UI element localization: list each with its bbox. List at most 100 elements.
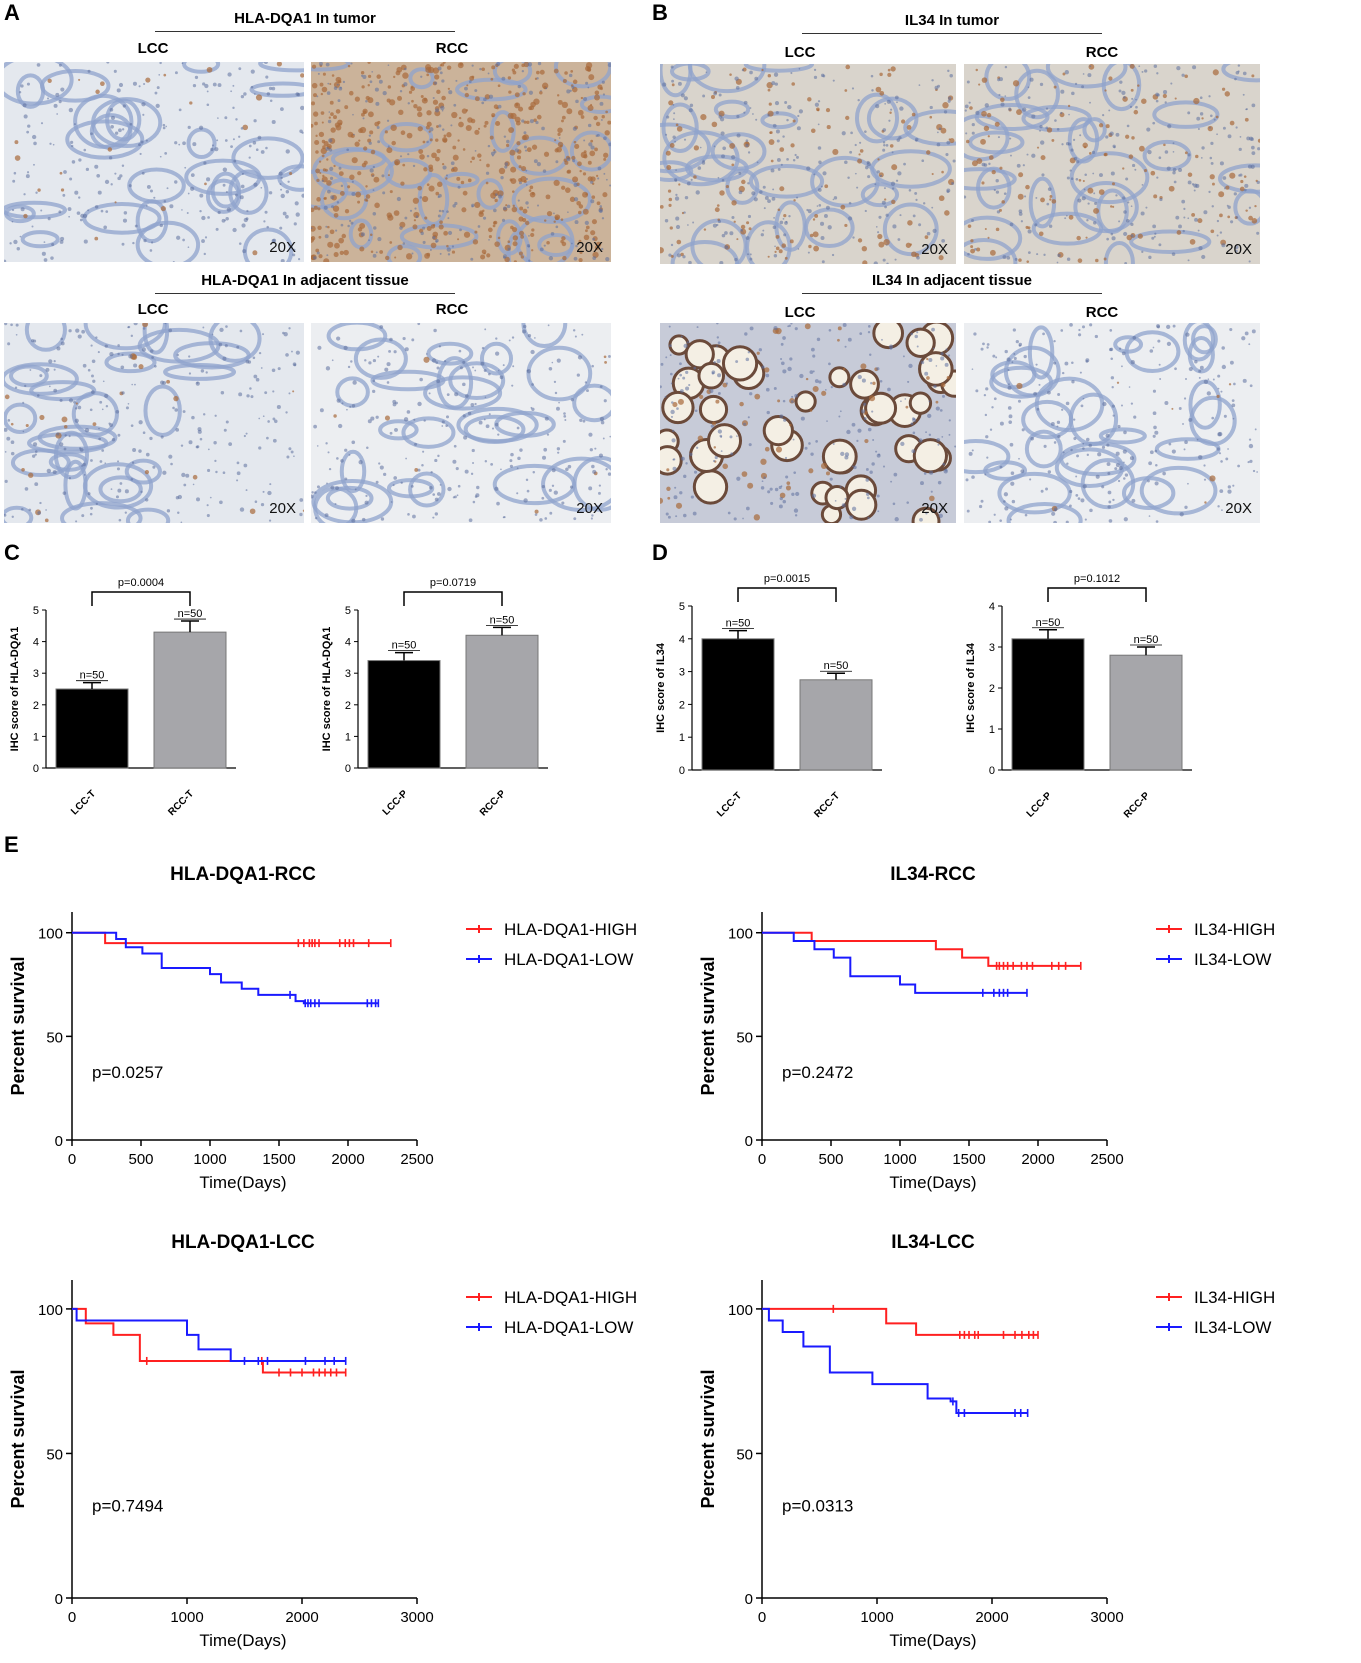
nucleus-dot: [564, 418, 567, 421]
nucleus-dot: [450, 124, 453, 127]
stain-dot: [1093, 207, 1100, 214]
stain-dot: [507, 240, 511, 244]
nucleus-dot: [1140, 211, 1145, 216]
nucleus-dot: [777, 168, 781, 171]
nucleus-dot: [325, 62, 330, 67]
nucleus-dot: [1085, 359, 1089, 363]
nucleus-dot: [325, 225, 328, 228]
stain-dot: [489, 135, 494, 140]
nucleus-dot: [784, 456, 788, 460]
nucleus-dot: [243, 92, 247, 96]
nucleus-dot: [85, 167, 90, 172]
nucleus-dot: [177, 511, 180, 515]
nucleus-dot: [1131, 498, 1136, 503]
nucleus-dot: [1203, 210, 1208, 215]
nucleus-dot: [1244, 183, 1249, 188]
stain-dot: [460, 180, 465, 185]
stain-dot: [775, 235, 780, 239]
nucleus-dot: [796, 196, 799, 199]
nucleus-dot: [1242, 71, 1247, 76]
gland-shape: [870, 149, 952, 189]
nucleus-dot: [1018, 457, 1020, 460]
nucleus-dot: [683, 211, 686, 214]
nucleus-dot: [607, 472, 611, 476]
stain-dot: [768, 102, 772, 106]
stain-dot: [591, 219, 597, 225]
category-label: LCC-T: [715, 790, 744, 819]
nucleus-dot: [833, 196, 838, 200]
nucleus-dot: [217, 210, 221, 215]
stain-dot: [418, 149, 424, 154]
gland-shape: [135, 199, 169, 244]
stain-dot: [512, 235, 519, 241]
nucleus-dot: [534, 513, 538, 516]
nucleus-dot: [434, 512, 439, 516]
nucleus-dot: [709, 388, 714, 394]
nucleus-dot: [1079, 371, 1082, 374]
stain-dot: [596, 174, 599, 178]
nucleus-dot: [432, 96, 435, 100]
stain-dot: [533, 118, 537, 122]
nucleus-dot: [1081, 85, 1085, 89]
gland-shape: [1014, 68, 1060, 120]
nucleus-dot: [566, 157, 571, 162]
stain-dot: [318, 254, 323, 259]
nucleus-dot: [760, 486, 765, 490]
stain-dot: [417, 111, 423, 118]
stain-dot: [370, 250, 374, 254]
nucleus-dot: [238, 392, 243, 397]
stain-dot: [420, 95, 424, 99]
stain-dot: [764, 367, 770, 373]
nucleus-dot: [800, 416, 805, 421]
nucleus-dot: [814, 102, 820, 107]
nucleus-dot: [187, 125, 191, 129]
nucleus-dot: [1070, 177, 1074, 181]
x-tick-label: 2000: [1021, 1151, 1054, 1168]
nucleus-dot: [790, 71, 793, 75]
nucleus-dot: [823, 214, 828, 218]
nucleus-dot: [285, 214, 289, 219]
gland-shape: [860, 182, 900, 208]
stain-dot: [417, 126, 423, 132]
nucleus-dot: [1234, 77, 1237, 81]
nucleus-dot: [1216, 234, 1219, 237]
gland-shape: [98, 475, 143, 504]
nucleus-dot: [565, 467, 569, 472]
nucleus-dot: [1199, 365, 1204, 370]
stain-dot: [339, 190, 345, 196]
nucleus-dot: [370, 416, 375, 421]
nucleus-dot: [670, 65, 674, 69]
nucleus-dot: [411, 338, 415, 342]
nucleus-dot: [1235, 70, 1240, 75]
nucleus-dot: [1007, 385, 1012, 390]
nucleus-dot: [908, 363, 913, 369]
nucleus-dot: [904, 398, 907, 400]
nucleus-dot: [123, 211, 128, 215]
gland-shape: [918, 351, 954, 387]
nucleus-dot: [847, 176, 850, 179]
nucleus-dot: [936, 131, 939, 134]
nucleus-dot: [516, 492, 519, 495]
gland-shape: [4, 204, 36, 224]
stain-dot: [386, 147, 393, 154]
x-tick-label: 3000: [400, 1609, 433, 1626]
nucleus-dot: [553, 380, 557, 383]
nucleus-dot: [530, 406, 533, 409]
stain-dot: [770, 159, 774, 163]
nucleus-dot: [4, 513, 7, 517]
stain-dot: [1225, 185, 1230, 190]
p-value-label: p=0.0004: [118, 577, 164, 589]
nucleus-dot: [1257, 147, 1260, 151]
nucleus-dot: [1153, 425, 1157, 430]
y-tick-label: 1: [33, 731, 39, 743]
nucleus-dot: [762, 185, 766, 189]
nucleus-dot: [253, 374, 258, 379]
nucleus-dot: [352, 380, 357, 385]
nucleus-dot: [206, 177, 211, 182]
nucleus-dot: [1027, 86, 1030, 89]
stain-dot: [809, 233, 814, 238]
nucleus-dot: [672, 466, 677, 471]
nucleus-dot: [197, 429, 202, 434]
nucleus-dot: [399, 226, 403, 230]
stain-dot: [699, 394, 704, 399]
